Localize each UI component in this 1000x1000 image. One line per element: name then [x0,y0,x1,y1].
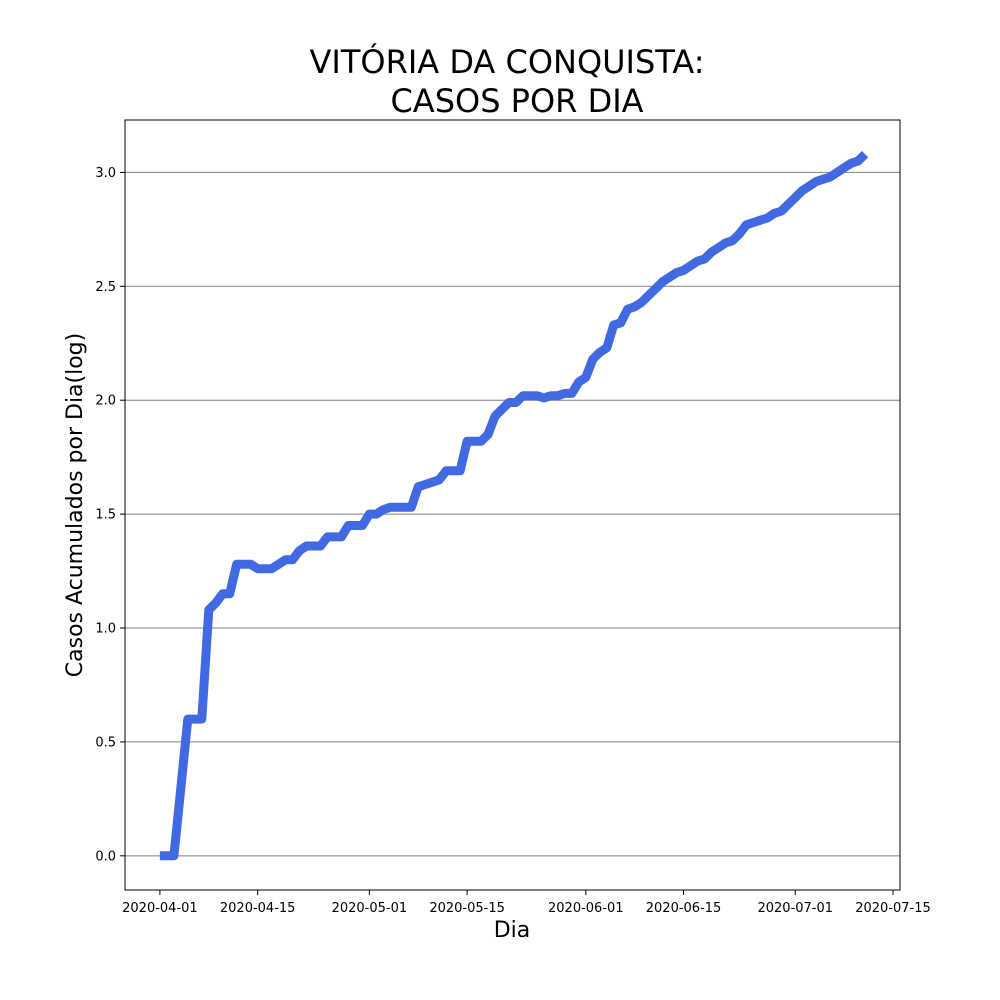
x-tick-label: 2020-06-15 [646,901,722,916]
y-axis-label: Casos Acumulados por Dia(log) [63,333,88,677]
y-tick-label: 1.5 [95,508,116,523]
y-tick-label: 2.0 [95,394,116,409]
x-tick-label: 2020-04-15 [220,901,296,916]
chart-title-line-2: CASOS POR DIA [390,82,643,120]
plot-area [159,150,869,861]
y-tick-label: 1.0 [95,622,116,637]
x-tick-label: 2020-07-15 [855,901,931,916]
plot-frame [124,119,901,891]
series-line [159,150,869,861]
x-tick-label: 2020-05-01 [332,901,408,916]
x-tick-label: 2020-04-01 [122,901,198,916]
chart-title-line-1: VITÓRIA DA CONQUISTA: [310,42,705,81]
x-axis: 2020-04-01 2020-04-15 2020-05-01 2020-05-15… [122,890,931,916]
y-tick-label: 0.0 [95,849,116,864]
x-tick-label: 2020-05-15 [429,901,505,916]
y-axis: 0.0 0.5 1.0 1.5 2.0 2.5 3.0 [95,166,125,864]
y-tick-label: 0.5 [95,735,116,750]
x-tick-label: 2020-06-01 [548,901,624,916]
y-tick-label: 3.0 [95,166,116,181]
grid-lines [125,171,900,857]
x-axis-label: Dia [494,918,531,943]
y-tick-label: 2.5 [95,280,116,295]
x-tick-label: 2020-07-01 [757,901,833,916]
